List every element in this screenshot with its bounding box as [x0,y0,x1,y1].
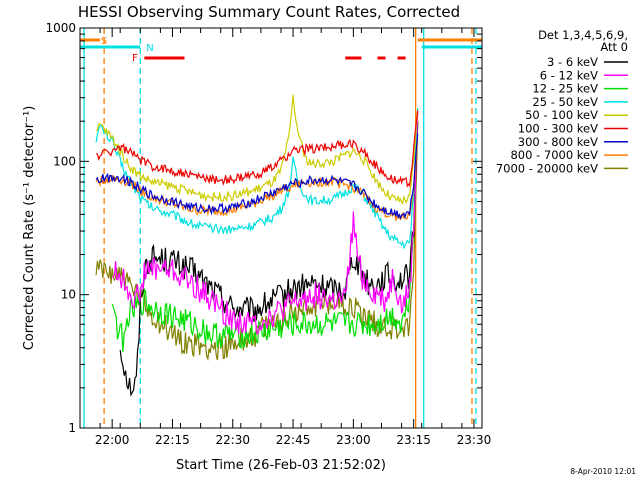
flag-label-n: N [146,43,153,54]
chart-title: HESSI Observing Summary Count Rates, Cor… [78,3,460,21]
date-stamp: 8-Apr-2010 12:01 [570,467,636,476]
legend-label-2: 12 - 25 keV [532,82,598,96]
legend-label-1: 6 - 12 keV [540,68,598,82]
legend-label-8: 7000 - 20000 keV [496,161,598,175]
legend-label-6: 300 - 800 keV [518,135,598,149]
x-tick-label-3: 22:45 [276,433,311,447]
series-line-4 [95,94,419,205]
legend-label-5: 100 - 300 keV [518,122,598,136]
x-tick-label-0: 22:00 [95,433,130,447]
x-tick-label-1: 22:15 [155,433,190,447]
y-tick-label-2: 100 [53,154,76,168]
flag-label-s: S [101,36,107,47]
legend-label-0: 3 - 6 keV [547,55,598,69]
plot-area: S NF [80,28,482,428]
x-tick-label-6: 23:30 [457,433,492,447]
series-line-5 [95,110,419,188]
legend-title-line1: Det 1,3,4,5,6,9, [538,28,628,42]
plot-clip-group [80,28,482,428]
x-axis-label: Start Time (26-Feb-03 21:52:02) [176,458,386,473]
y-tick-label-0: 1 [68,421,76,435]
flag-label-f: F [132,53,138,64]
x-tick-label-4: 23:00 [336,433,371,447]
y-tick-label-1: 10 [61,288,76,302]
x-tick-label-2: 22:30 [215,433,250,447]
y-tick-label-3: 1000 [45,21,76,35]
legend-title-line2: Att 0 [600,40,628,54]
legend-label-3: 25 - 50 keV [532,95,598,109]
series-line-2 [111,108,419,353]
legend-label-7: 800 - 7000 keV [510,148,598,162]
legend-label-4: 50 - 100 keV [525,108,598,122]
series-line-6 [95,134,419,220]
y-axis-label: Corrected Count Rate (s⁻¹ detector⁻¹) [22,106,37,351]
axes: 1 10 100 1000 22:00 22:15 22:30 22:45 23:00 23:15… [45,21,491,447]
series-line-3 [95,108,419,250]
series-line-1 [112,113,419,335]
x-tick-label-5: 23:15 [396,433,431,447]
series-line-7 [95,137,419,221]
